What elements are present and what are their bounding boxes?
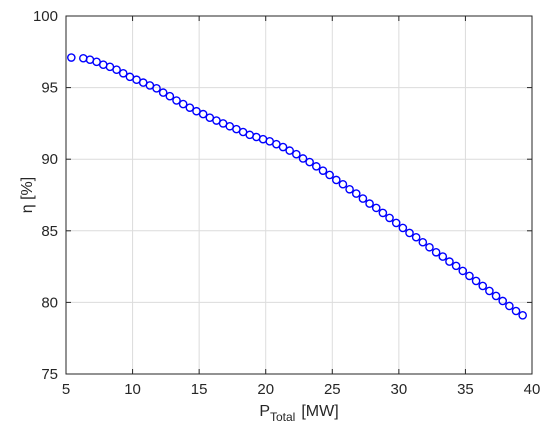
data-point	[398, 223, 408, 233]
data-point	[278, 142, 288, 152]
data-point	[365, 199, 374, 208]
data-series	[67, 53, 527, 320]
y-tick-labels: 75 80 85 90 95 100	[33, 8, 58, 383]
data-point	[318, 166, 328, 175]
data-point	[478, 281, 488, 291]
data-point	[112, 65, 121, 74]
data-point	[178, 99, 188, 109]
data-point	[345, 184, 354, 194]
x-tick-label: 35	[457, 381, 474, 398]
x-axis-label-unit: [MW]	[301, 403, 338, 420]
y-tick-label: 100	[33, 8, 58, 25]
data-point	[285, 146, 294, 155]
data-point	[465, 271, 474, 281]
x-axis-label-main: P	[259, 403, 270, 420]
data-point	[305, 157, 314, 167]
data-point	[511, 306, 521, 316]
x-tick-label: 10	[124, 381, 141, 398]
data-point	[498, 296, 508, 306]
x-tick-labels: 5 10 15 20 25 30 35 40	[62, 381, 541, 398]
data-point	[485, 286, 494, 296]
data-point	[331, 175, 341, 185]
y-tick-label: 75	[41, 366, 58, 383]
data-point	[378, 208, 388, 218]
data-point	[505, 301, 514, 311]
data-point	[298, 154, 308, 163]
data-point	[165, 91, 175, 101]
y-tick-label: 95	[41, 80, 58, 97]
x-tick-label: 25	[324, 381, 341, 398]
data-point	[385, 213, 394, 223]
data-point	[152, 84, 161, 93]
data-point	[338, 179, 348, 189]
data-point	[118, 68, 128, 78]
data-point	[358, 194, 368, 203]
axis-ticks	[65, 15, 533, 375]
data-point	[185, 103, 195, 112]
data-point	[418, 237, 428, 247]
data-point	[405, 228, 414, 238]
data-point	[471, 276, 481, 286]
data-point	[425, 242, 434, 252]
data-point	[518, 310, 527, 320]
y-tick-label: 85	[41, 223, 58, 240]
grid	[65, 15, 533, 375]
data-point	[351, 189, 361, 198]
data-point	[292, 149, 301, 159]
data-point	[325, 170, 334, 180]
data-point	[67, 53, 76, 62]
data-point	[458, 266, 468, 276]
x-tick-label: 40	[524, 381, 541, 398]
data-point	[445, 257, 454, 266]
x-tick-label: 20	[257, 381, 274, 398]
y-axis-label: η [%]	[19, 177, 36, 213]
y-tick-label: 90	[41, 151, 58, 168]
x-axis-label-subscript: Total	[270, 410, 295, 424]
data-point	[172, 96, 181, 105]
data-point	[371, 203, 381, 213]
x-tick-label: 5	[62, 381, 70, 398]
data-point	[431, 247, 441, 257]
data-point	[438, 252, 448, 261]
data-point	[312, 162, 321, 171]
data-point	[391, 218, 401, 228]
x-tick-label: 15	[191, 381, 208, 398]
y-tick-label: 80	[41, 294, 58, 311]
x-axis-label: PTotal [MW]	[259, 403, 338, 424]
data-point	[411, 232, 421, 242]
data-point	[451, 261, 461, 271]
data-point	[198, 109, 208, 119]
data-point	[491, 291, 501, 301]
x-tick-label: 30	[391, 381, 408, 398]
data-point	[158, 88, 168, 97]
plot-frame	[65, 15, 533, 375]
